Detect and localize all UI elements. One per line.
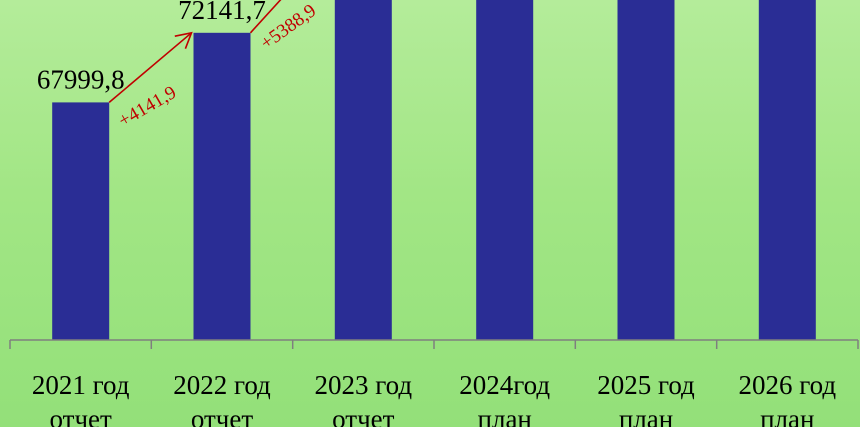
category-label-5-1: план [760, 404, 814, 427]
category-label-4-1: план [619, 404, 673, 427]
category-label-3-1: план [478, 404, 532, 427]
bars-group [52, 0, 816, 340]
category-label-4-0: 2025 год [597, 370, 695, 400]
category-label-5-0: 2026 год [738, 370, 836, 400]
x-axis [10, 340, 858, 349]
category-label-0-1: отчет [50, 404, 113, 427]
value-label-1: 72141,7 [178, 0, 266, 25]
category-label-2-1: отчет [332, 404, 395, 427]
value-labels-group: 67999,872141,777530,678636,277655,583280… [37, 0, 831, 94]
category-label-3-0: 2024год [459, 370, 550, 400]
bar-4 [618, 0, 675, 340]
bar-0 [52, 102, 109, 340]
category-label-1-1: отчет [191, 404, 254, 427]
change-label-1: +5388,9 [257, 0, 320, 54]
category-label-2-0: 2023 год [314, 370, 412, 400]
category-label-1-0: 2022 год [173, 370, 271, 400]
category-label-0-0: 2021 год [32, 370, 130, 400]
bar-3 [476, 0, 533, 340]
bar-1 [194, 33, 251, 340]
bar-2 [335, 0, 392, 340]
value-label-0: 67999,8 [37, 64, 125, 94]
bar-5 [759, 0, 816, 340]
category-labels-group: 2021 год отчет 2022 год отчет 2023 год отчет 2… [32, 370, 836, 427]
